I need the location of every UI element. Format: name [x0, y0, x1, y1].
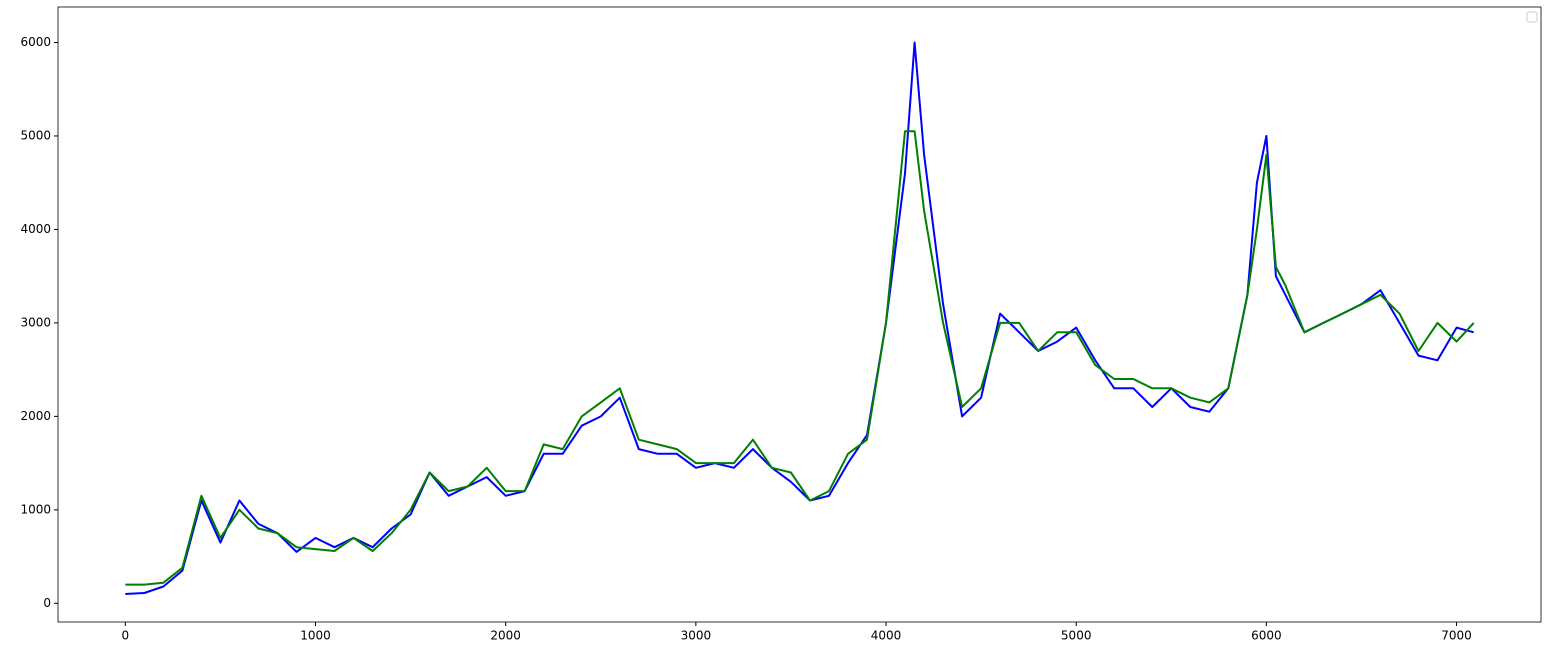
x-tick-label: 4000: [871, 629, 902, 643]
legend-box: [1526, 11, 1538, 23]
x-tick-label: 1000: [300, 629, 331, 643]
y-tick-label: 1000: [20, 502, 51, 516]
x-tick-label: 7000: [1441, 629, 1472, 643]
plot-frame: [57, 6, 1542, 623]
x-tick-label: 5000: [1061, 629, 1092, 643]
y-tick-label: 4000: [20, 222, 51, 236]
series-line: [125, 41, 1474, 595]
y-tick-label: 2000: [20, 409, 51, 423]
x-tick-label: 2000: [490, 629, 521, 643]
x-tick-label: 3000: [681, 629, 712, 643]
y-tick-label: 0: [43, 596, 51, 610]
x-tick-label: 6000: [1251, 629, 1282, 643]
y-tick-label: 6000: [20, 35, 51, 49]
y-tick-label: 5000: [20, 128, 51, 142]
x-tick-label: 0: [122, 629, 130, 643]
y-tick-label: 3000: [20, 315, 51, 329]
series-line: [125, 130, 1475, 586]
